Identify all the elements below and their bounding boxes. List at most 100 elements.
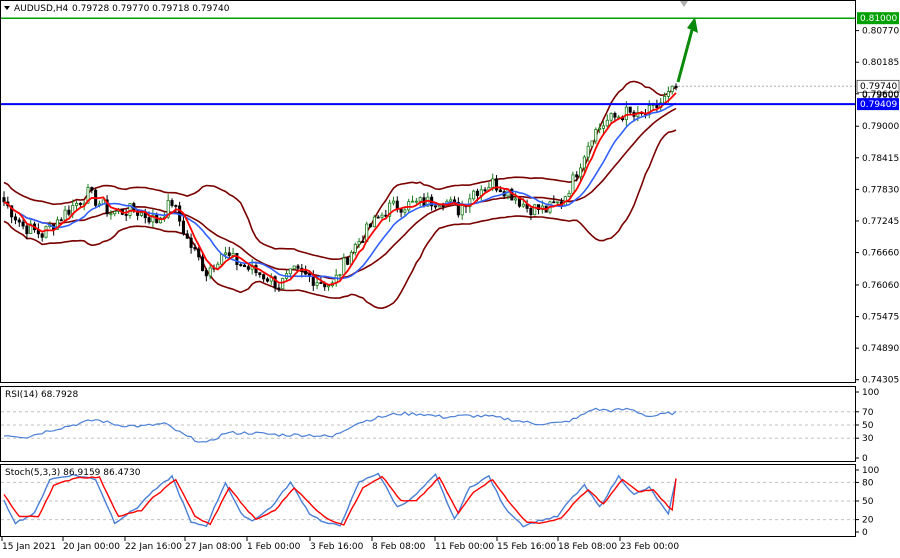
candle-body [376,216,380,219]
candle-body [601,125,605,129]
candle-body [388,202,392,217]
candle [594,127,598,145]
target-price-label-bg [857,12,899,25]
candle-body [147,217,151,223]
candle [411,195,415,203]
target-arrow-annotation[interactable] [676,17,698,83]
candle-body [537,204,541,210]
candle-body [407,201,411,211]
rsi-panel-frame [0,386,856,462]
chart-shift-marker-icon[interactable] [680,1,688,7]
candle-body [201,256,205,272]
candle-body [235,253,239,265]
dropdown-triangle-icon[interactable] [4,6,10,10]
candle [456,197,460,218]
candle [185,230,189,240]
candle-body [90,187,94,191]
candle [495,174,499,193]
current-secondary-price-label: 0.79600 [862,91,899,101]
candle [113,210,117,217]
candle [483,187,487,193]
candle-body [433,205,437,208]
candle-body [357,241,361,245]
time-tick-label: 8 Feb 08:00 [372,542,426,552]
candle-body [411,200,415,203]
candle-body [139,212,143,216]
level-tick-label: 50 [862,497,874,507]
candle [44,225,48,239]
candle-body [296,265,300,269]
candle-body [243,264,247,268]
time-tick-label: 15 Feb 16:00 [497,542,556,552]
fast-moving-average-line [3,92,677,286]
price-tick-label: 0.80185 [862,58,899,68]
slow-moving-average-line [3,102,677,280]
price-axis: 0.80770 0.80185 0.79600 0.79000 0.78415 0.778… [855,27,899,386]
candle-body [624,106,628,121]
candle [399,207,403,218]
candle-body [239,264,243,266]
stochastic-indicator: 100 80 50 20 0 [1,466,879,538]
candle-body [75,202,79,206]
price-tick-label: 0.74890 [862,344,899,354]
candle [243,263,247,268]
candle-body [327,285,331,288]
time-tick-label: 15 Jan 2021 [2,542,56,552]
candle-body [403,209,407,213]
level-tick-label: 70 [862,408,874,418]
candle-body [346,257,350,265]
candle [403,208,407,217]
candle [361,235,365,243]
candle [296,264,300,272]
arrow-head-icon [687,17,698,33]
stoch-title: Stoch(5,3,3) 86.9159 86.4730 [5,468,141,478]
candle [372,214,376,228]
candle-body [517,198,521,207]
time-tick-label: 11 Feb 00:00 [435,542,494,552]
candle-body [59,219,63,222]
candle-body [391,200,395,204]
candle-body [281,277,285,290]
level-tick-label: 0 [862,454,868,464]
candle-body [29,223,33,235]
arrow-shaft [676,29,694,83]
candle-body [258,272,262,276]
candle [601,120,605,135]
bollinger-upper-line [3,80,677,261]
symbol-label: AUDUSD,H4 [14,4,69,14]
candle-body [185,233,189,239]
candle [197,246,201,261]
candle [124,209,128,221]
candle [262,273,266,283]
candle-body [40,233,44,238]
candle [533,204,537,216]
candle-body [598,127,602,130]
candle [170,198,174,208]
candle [674,83,678,91]
candle-body [571,174,575,194]
candle-body [586,145,590,158]
candle-body [136,210,140,216]
time-tick-label: 27 Jan 08:00 [185,542,242,552]
candle [407,198,411,213]
candle [418,196,422,207]
candle-body [227,252,231,256]
candle-body [414,200,418,203]
rsi-line [3,407,677,443]
time-axis: 15 Jan 2021 20 Jan 00:00 22 Jan 16:00 27 Ja… [1,537,679,552]
level-tick-label: 80 [862,478,874,488]
candle-body [265,278,269,282]
candlesticks [2,83,678,292]
candle [90,186,94,194]
candle-body [124,213,128,216]
candle [151,208,155,228]
bollinger-lower-line [3,129,677,310]
candle-body [361,241,365,243]
candle [25,223,29,240]
candle [628,106,632,115]
candle-body [372,216,376,228]
candle [29,219,33,235]
candle [605,114,609,128]
